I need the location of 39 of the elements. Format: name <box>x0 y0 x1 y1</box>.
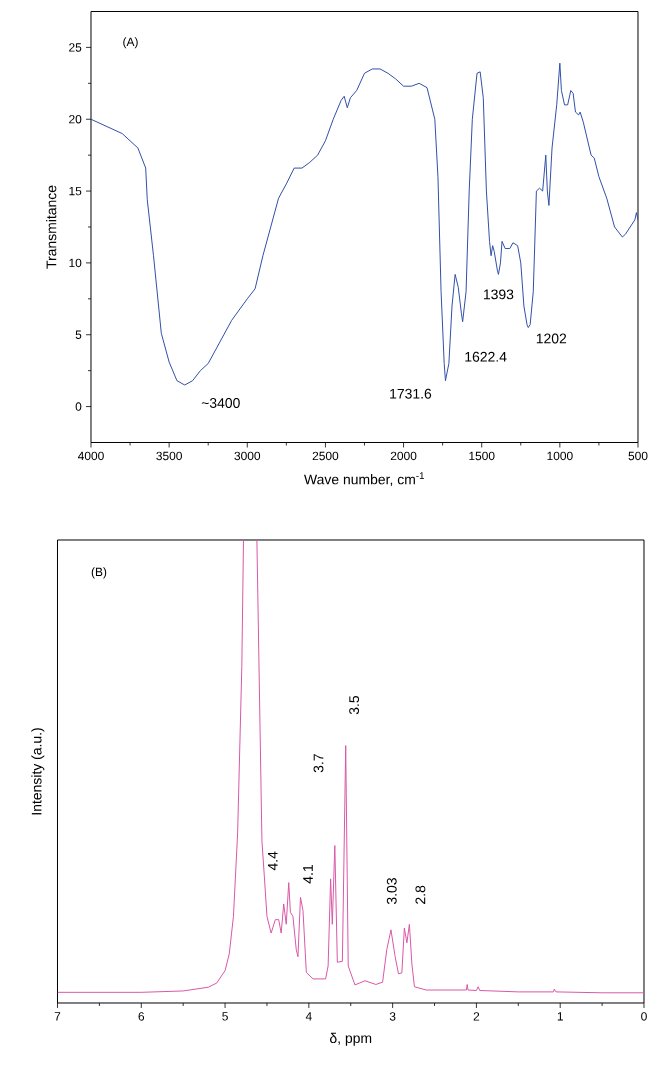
x-axis-title: δ, ppm <box>329 1032 372 1046</box>
y-tick-label: 5 <box>75 330 82 339</box>
x-tick-label: 1000 <box>547 451 573 461</box>
x-tick-label: 0 <box>641 1012 647 1021</box>
y-tick-label: 0 <box>75 402 82 411</box>
x-tick-label: 3 <box>389 1012 396 1021</box>
annotation: 4.1 <box>303 865 313 884</box>
y-tick-label: 20 <box>69 115 82 124</box>
annotation: 3.7 <box>313 754 324 773</box>
x-tick-label: 4 <box>305 1012 312 1021</box>
x-tick-label: 7 <box>54 1012 61 1021</box>
annotation: 1731.6 <box>390 388 432 399</box>
annotation: (B) <box>91 567 107 579</box>
x-tick-label: 3000 <box>234 451 261 461</box>
y-tick-label: 25 <box>69 43 82 52</box>
x-tick-label: 500 <box>628 451 648 461</box>
x-tick-label: 5 <box>222 1012 228 1021</box>
x-tick-label: 3500 <box>156 451 182 461</box>
y-tick-label: 10 <box>69 258 82 268</box>
y-axis-title: Intensity (a.u.) <box>31 728 45 815</box>
x-tick-label: 2 <box>473 1012 480 1021</box>
x-tick-label: 1 <box>557 1012 563 1021</box>
annotation: 1393 <box>483 289 514 300</box>
annotation: (A) <box>123 37 138 49</box>
annotation: 4.4 <box>267 851 278 871</box>
x-axis-title: Wave number, cm$^{-1}$ <box>304 472 425 487</box>
x-tick-label: 6 <box>138 1012 145 1021</box>
annotation: 1202 <box>536 333 567 344</box>
x-tick-label: 2000 <box>390 451 417 461</box>
x-tick-label: 2500 <box>312 451 339 461</box>
annotation: 1622.4 <box>465 351 507 362</box>
annotation: 2.8 <box>415 885 426 904</box>
x-tick-label: 1500 <box>469 451 495 461</box>
annotation: 3.5 <box>349 695 360 715</box>
annotation: ~3400 <box>201 398 240 408</box>
x-tick-label: 4000 <box>77 451 104 461</box>
annotation: 3.03 <box>386 878 397 905</box>
y-tick-label: 15 <box>69 186 82 196</box>
y-axis-title: Transmitance <box>46 185 57 269</box>
